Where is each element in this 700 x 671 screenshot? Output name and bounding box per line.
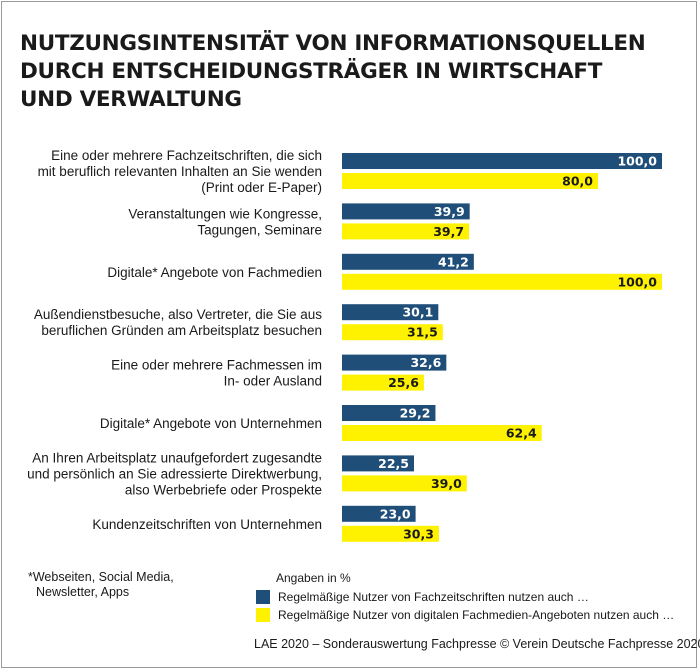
category-label-line: In- oder Ausland [224, 374, 322, 389]
bar-series2 [342, 475, 467, 492]
category-label: Veranstaltungen wie Kongresse, Tagungen, … [128, 206, 322, 237]
bar-series1 [342, 253, 474, 270]
footnote-line: Newsletter, Apps [36, 585, 130, 599]
data-label-series2: 30,3 [403, 526, 434, 541]
bar-series2 [342, 374, 424, 391]
footnote: *Webseiten, Social Media, Newsletter, Ap… [28, 570, 174, 600]
category-label-line: Eine oder mehrere Fachzeitschriften, die… [51, 148, 322, 163]
legend-unit: Angaben in % [276, 571, 351, 585]
category-label-line: Digitale* Angebote von Unternehmen [100, 416, 322, 431]
category-label-line: Tagungen, Seminare [197, 222, 322, 237]
data-label-series1: 22,5 [378, 456, 409, 471]
category-label: An Ihren Arbeitsplatz unaufgefordert zug… [27, 450, 322, 497]
bar-series2 [342, 525, 439, 542]
data-label-series1: 100,0 [617, 154, 657, 169]
chart-title-line: NUTZUNGSINTENSITÄT VON INFORMATIONSQUELL… [20, 31, 646, 56]
footnote-line: *Webseiten, Social Media, [28, 570, 174, 584]
bar-series1 [342, 203, 470, 220]
data-label-series2: 25,6 [388, 375, 419, 390]
category-label-line: mit beruflich relevanten Inhalten an Sie… [38, 164, 322, 179]
source-note: LAE 2020 – Sonderauswertung Fachpresse ©… [254, 637, 700, 651]
bar-series1 [342, 304, 439, 321]
bar-series2 [342, 324, 443, 341]
data-label-series1: 30,1 [402, 305, 433, 320]
data-label-series1: 29,2 [400, 406, 431, 421]
data-label-series2: 31,5 [407, 325, 438, 340]
data-label-series1: 41,2 [438, 254, 469, 269]
legend-label-series1: Regelmäßige Nutzer von Fachzeitschriften… [278, 590, 589, 604]
category-label: Eine oder mehrere Fachmessen im In- oder … [111, 358, 322, 389]
bar-chart: Eine oder mehrere Fachzeitschriften, die… [27, 148, 662, 542]
bar-series1 [342, 354, 447, 371]
category-label-line: also Werbebriefe oder Prospekte [125, 482, 322, 497]
category-label-line: beruflichen Gründen am Arbeitsplatz besu… [41, 323, 322, 338]
category-label-line: Veranstaltungen wie Kongresse, [128, 206, 322, 221]
category-label-line: Außendienstbesuche, also Vertreter, die … [34, 307, 322, 322]
category-label-line: Eine oder mehrere Fachmessen im [111, 358, 322, 373]
chart-title-line: UND VERWALTUNG [20, 87, 242, 112]
bar-series2 [342, 273, 662, 290]
category-label-line: Kundenzeitschriften von Unternehmen [92, 517, 322, 532]
category-label: Außendienstbesuche, also Vertreter, die … [34, 307, 322, 338]
data-label-series1: 32,6 [410, 355, 441, 370]
data-label-series1: 23,0 [380, 506, 411, 521]
category-label-line: (Print oder E-Paper) [201, 180, 322, 195]
bar-series1 [342, 153, 662, 169]
data-label-series2: 39,0 [431, 476, 462, 491]
bar-series2 [342, 425, 542, 441]
data-label-series2: 62,4 [506, 426, 537, 441]
chart-title-line: DURCH ENTSCHEIDUNGSTRÄGER IN WIRTSCHAFT [20, 59, 603, 84]
category-label: Kundenzeitschriften von Unternehmen [92, 517, 322, 532]
data-label-series1: 39,9 [434, 204, 465, 219]
data-label-series2: 100,0 [617, 274, 657, 289]
legend-label-series2: Regelmäßige Nutzer von digitalen Fachmed… [278, 608, 675, 622]
category-label-line: An Ihren Arbeitsplatz unaufgefordert zug… [32, 450, 322, 465]
data-label-series2: 39,7 [433, 224, 464, 239]
category-label-line: und persönlich an Sie adressierte Direkt… [27, 466, 322, 481]
category-label: Digitale* Angebote von Fachmedien [107, 265, 322, 280]
category-label-line: Digitale* Angebote von Fachmedien [107, 265, 322, 280]
bar-series1 [342, 405, 436, 421]
legend-swatch-series2 [256, 608, 270, 622]
bar-series2 [342, 173, 598, 189]
legend-swatch-series1 [256, 590, 270, 604]
bar-series2 [342, 223, 470, 240]
chart-title: NUTZUNGSINTENSITÄT VON INFORMATIONSQUELL… [20, 30, 680, 114]
data-label-series2: 80,0 [562, 174, 593, 189]
category-label: Eine oder mehrere Fachzeitschriften, die… [38, 148, 322, 195]
bar-series1 [342, 505, 416, 522]
bar-series1 [342, 455, 414, 472]
category-label: Digitale* Angebote von Unternehmen [100, 416, 322, 431]
